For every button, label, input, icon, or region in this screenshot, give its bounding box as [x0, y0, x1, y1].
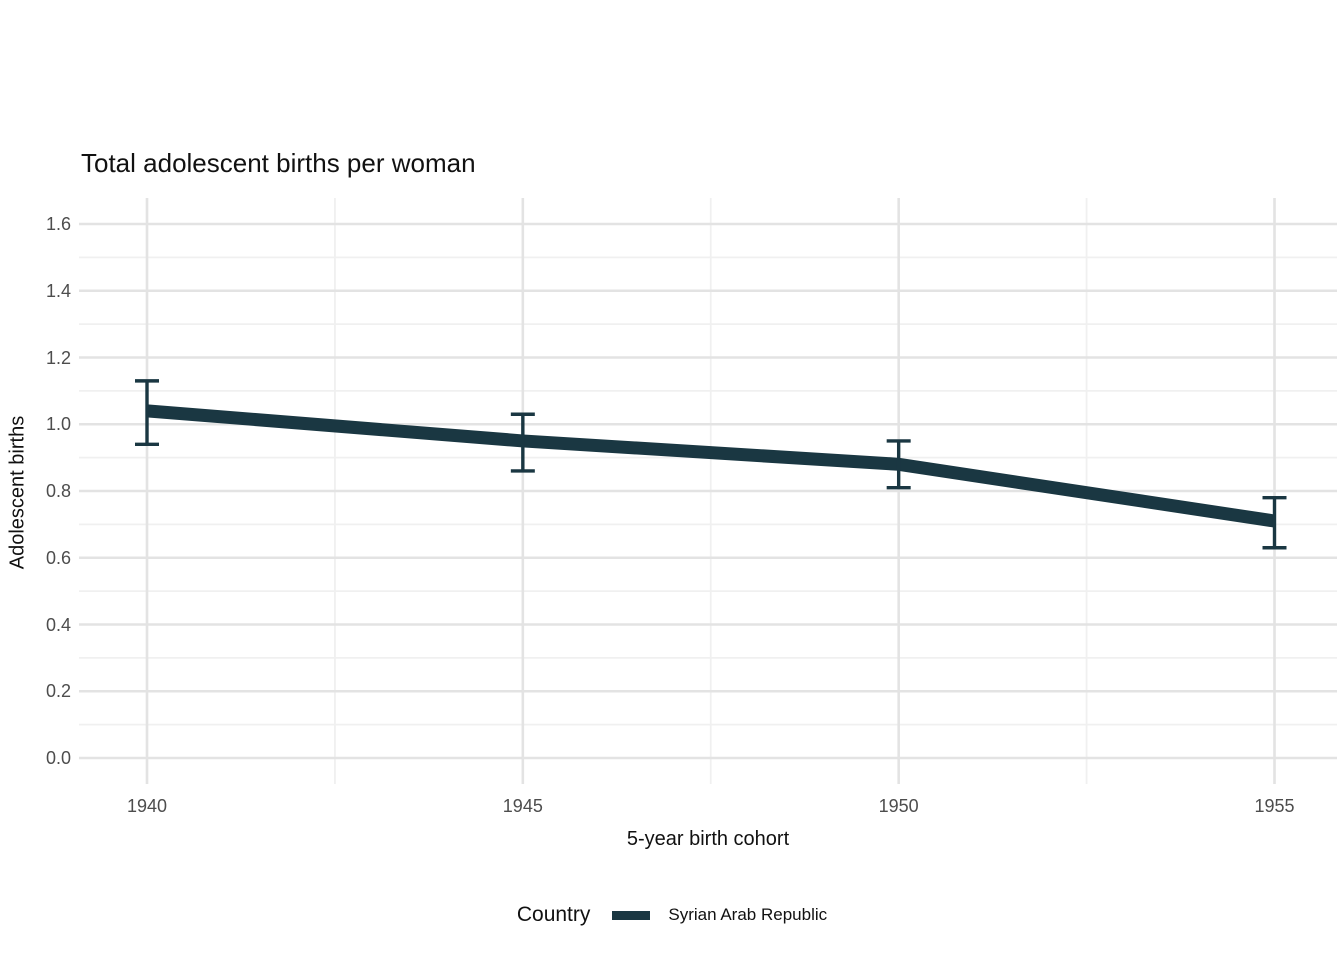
- y-axis-title: Adolescent births: [6, 415, 29, 570]
- data-line-syrian-arab-republic: [146, 404, 1276, 528]
- y-tick-label: 1.0: [45, 414, 71, 435]
- y-tick-label: 0.4: [45, 614, 71, 635]
- x-tick-label: 1955: [1254, 796, 1295, 816]
- y-tick-label: 0.2: [45, 681, 71, 702]
- x-tick-label: 1940: [126, 796, 168, 816]
- y-tick-label: 0.8: [45, 481, 71, 501]
- y-tick-label: 1.2: [45, 347, 71, 368]
- legend-line-swatch: [612, 910, 651, 920]
- legend-title: Country: [516, 903, 591, 926]
- x-tick-label: 1945: [502, 796, 543, 816]
- y-tick-label: 1.4: [45, 280, 71, 301]
- x-axis-title: 5-year birth cohort: [626, 828, 790, 850]
- plot-area: [79, 198, 1337, 784]
- legend-entry-label: Syrian Arab Republic: [668, 905, 828, 924]
- y-tick-label: 0.6: [45, 547, 71, 568]
- y-tick-label: 0.0: [45, 748, 71, 768]
- legend: Country Syrian Arab Republic: [0, 903, 1344, 927]
- chart-title: Total adolescent births per woman: [81, 148, 476, 178]
- x-tick-label: 1950: [878, 796, 919, 816]
- y-tick-label: 1.6: [45, 214, 71, 234]
